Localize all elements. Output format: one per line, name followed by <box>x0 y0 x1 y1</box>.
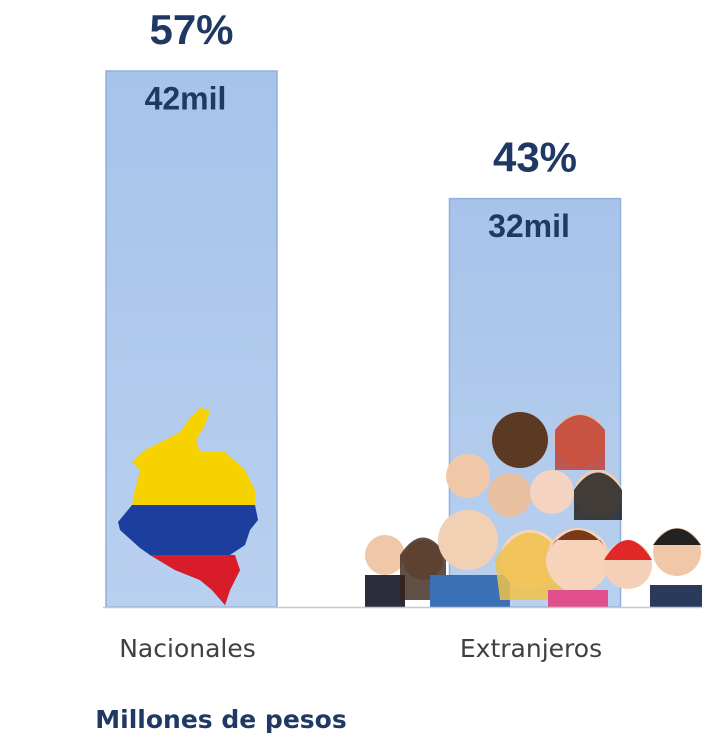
colombia-map-icon <box>118 408 258 605</box>
percent-label: 57% <box>149 6 233 53</box>
category-label: Nacionales <box>119 634 256 663</box>
value-label: 42mil <box>145 80 227 116</box>
percent-label: 43% <box>493 134 577 181</box>
category-label: Extranjeros <box>460 634 602 663</box>
crowd-icon <box>365 412 702 607</box>
chart-title: Millones de pesos <box>95 705 346 734</box>
value-label: 32mil <box>488 208 570 244</box>
